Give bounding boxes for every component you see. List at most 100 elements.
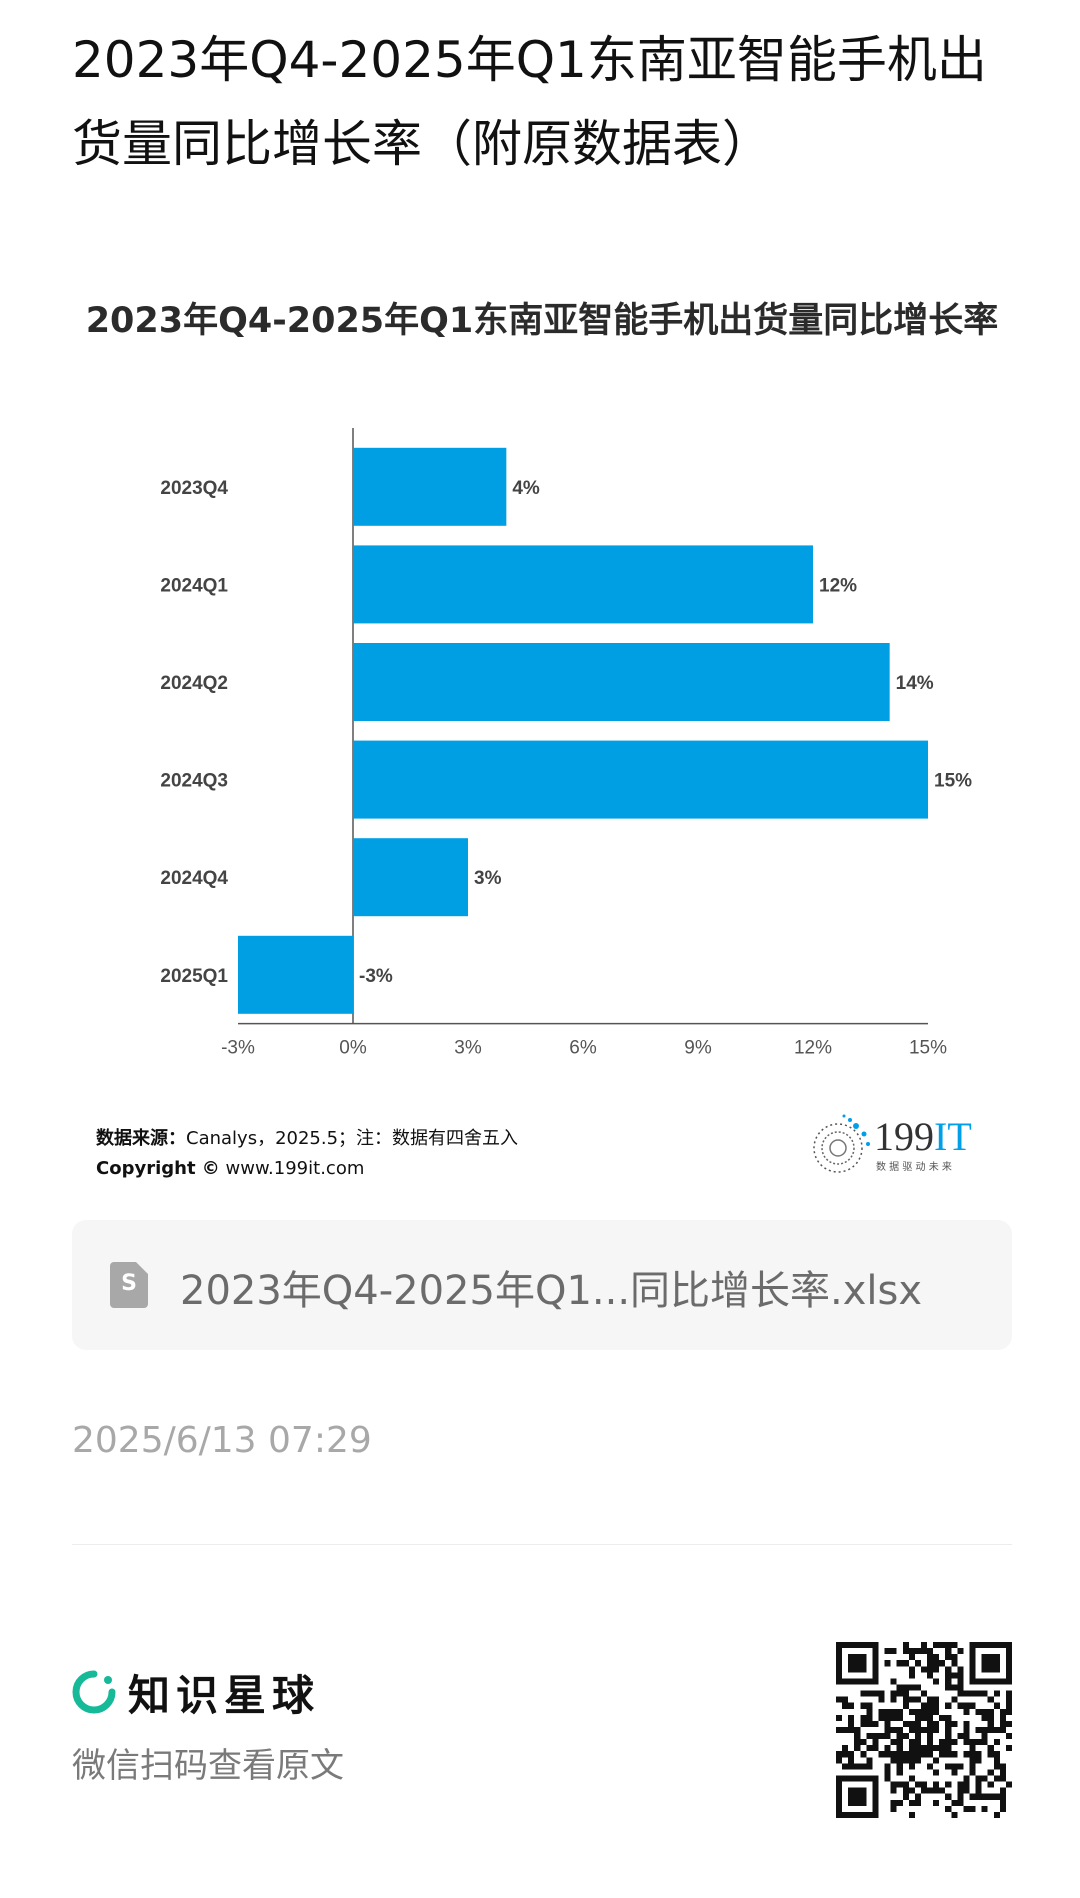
qr-module — [957, 1799, 964, 1806]
dandelion-icon — [813, 1114, 870, 1173]
qr-module — [933, 1660, 940, 1667]
qr-module — [945, 1672, 952, 1679]
qr-module — [1005, 1702, 1012, 1709]
qr-module — [848, 1654, 855, 1661]
category-label: 2024Q2 — [160, 673, 228, 694]
qr-module — [981, 1642, 988, 1649]
qr-module — [987, 1751, 994, 1758]
qr-module — [933, 1799, 940, 1806]
qr-module — [975, 1751, 982, 1758]
qr-module — [896, 1708, 903, 1715]
qr-module — [963, 1787, 970, 1794]
qr-module — [848, 1678, 855, 1685]
brand-name: 知识星球 — [128, 1670, 321, 1720]
qr-module — [957, 1690, 964, 1697]
qr-module — [860, 1811, 867, 1818]
qr-module — [854, 1811, 861, 1818]
qr-module — [872, 1648, 879, 1655]
qr-module — [902, 1720, 909, 1727]
attachment-card[interactable]: S 2023年Q4-2025年Q1...同比增长率.xlsx — [72, 1220, 1012, 1350]
attachment-filename[interactable]: 2023年Q4-2025年Q1...同比增长率.xlsx — [180, 1268, 923, 1314]
qr-module — [860, 1666, 867, 1673]
qr-module — [963, 1751, 970, 1758]
qr-module — [1005, 1654, 1012, 1661]
qr-module — [884, 1714, 891, 1721]
qr-module — [987, 1708, 994, 1715]
bar — [238, 935, 353, 1014]
source-text: Canalys，2025.5；注：数据有四舍五入 — [186, 1128, 519, 1149]
qr-module — [927, 1720, 934, 1727]
qr-module — [890, 1726, 897, 1734]
qr-module — [866, 1690, 873, 1697]
qr-module — [896, 1781, 903, 1788]
qr-module — [866, 1811, 873, 1818]
qr-module — [933, 1642, 940, 1649]
qr-module — [890, 1708, 897, 1715]
qr-module — [933, 1757, 940, 1764]
qr-module — [866, 1745, 873, 1752]
qr-module — [975, 1787, 982, 1794]
post-timestamp: 2025/6/13 07:29 — [72, 1420, 372, 1461]
qr-module — [945, 1648, 952, 1655]
qr-module — [908, 1757, 915, 1764]
qr-module — [963, 1739, 970, 1746]
qr-module — [933, 1769, 940, 1776]
qr-module — [969, 1805, 976, 1812]
qr-module — [836, 1775, 843, 1782]
qr-module — [975, 1775, 982, 1782]
qr-module — [896, 1769, 903, 1776]
qr-module — [914, 1793, 921, 1800]
qr-module — [902, 1751, 909, 1758]
qr-module — [920, 1702, 928, 1709]
qr-module — [920, 1690, 928, 1697]
qr-module — [914, 1696, 921, 1703]
qr-module — [1005, 1696, 1012, 1703]
x-tick-label: 15% — [909, 1038, 947, 1059]
qr-module — [1005, 1708, 1012, 1715]
x-tick-label: 9% — [684, 1038, 712, 1059]
chart-source: 数据来源：Canalys，2025.5；注：数据有四舍五入 Copyright … — [96, 1124, 518, 1184]
qr-module — [866, 1714, 873, 1721]
qr-module — [1005, 1642, 1012, 1649]
qr-module — [866, 1763, 873, 1770]
qr-module — [902, 1684, 909, 1691]
qr-module — [860, 1720, 867, 1727]
qr-module — [908, 1799, 915, 1806]
qr-module — [920, 1745, 928, 1752]
qr-module — [957, 1702, 964, 1709]
qr-module — [866, 1775, 873, 1782]
qr-module — [836, 1696, 843, 1703]
bar-chart: 2023Q4 4% 2024Q1 12% 2024Q2 14% 2024Q3 15% 2024Q… — [160, 428, 972, 1059]
qr-module — [939, 1642, 946, 1649]
qr-module — [975, 1739, 982, 1746]
qr-module — [987, 1642, 994, 1649]
qr-module — [848, 1763, 855, 1770]
qr-module — [927, 1696, 934, 1703]
qr-module — [890, 1696, 897, 1703]
qr-module — [981, 1654, 988, 1661]
qr-module — [963, 1733, 970, 1740]
qr-module — [987, 1660, 994, 1667]
qr-module — [920, 1648, 928, 1655]
data-label: 12% — [819, 575, 857, 596]
qr-module — [951, 1811, 958, 1818]
qr-module — [902, 1696, 909, 1703]
qr-module — [951, 1720, 958, 1727]
qr-module — [866, 1678, 873, 1685]
qr-module — [890, 1739, 897, 1746]
qr-module — [927, 1654, 934, 1661]
qr-module — [933, 1678, 940, 1685]
qr-module — [957, 1684, 964, 1691]
qr-module — [860, 1793, 867, 1800]
qr-module — [975, 1690, 982, 1697]
qr-module — [866, 1733, 873, 1740]
qr-module — [872, 1793, 879, 1800]
qr-module — [854, 1642, 861, 1649]
qr-module — [963, 1690, 970, 1697]
qr-module — [872, 1642, 879, 1649]
qr-code[interactable] — [836, 1642, 1012, 1818]
qr-module — [836, 1654, 843, 1661]
qr-module — [981, 1726, 988, 1734]
qr-module — [933, 1666, 940, 1673]
category-label: 2024Q4 — [160, 868, 228, 889]
